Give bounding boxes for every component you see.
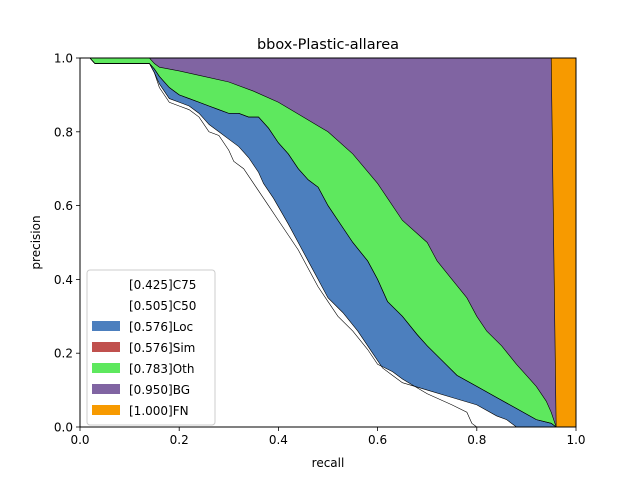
legend-label-sim: [0.576]Sim (129, 341, 195, 355)
y-tick-label: 0.4 (54, 273, 73, 287)
legend-swatch-bg (92, 384, 120, 394)
y-tick-label: 0.8 (54, 125, 73, 139)
legend-label-loc: [0.576]Loc (129, 320, 193, 334)
x-tick-label: 0.2 (170, 433, 189, 447)
legend-swatch-c75 (92, 279, 120, 289)
legend-swatch-fn (92, 405, 120, 415)
y-axis-label: precision (29, 215, 43, 269)
plot-lines (80, 57, 557, 428)
legend-swatch-loc (92, 321, 120, 331)
legend-label-c75: [0.425]C75 (129, 278, 196, 292)
x-tick-label: 1.0 (566, 433, 585, 447)
x-axis: 0.0 0.2 0.4 0.6 0.8 1.0 (70, 427, 586, 447)
y-axis: 0.0 0.2 0.4 0.6 0.8 1.0 (54, 52, 80, 435)
line-c75 (80, 57, 477, 428)
chart-title: bbox-Plastic-allarea (257, 37, 399, 53)
line-c50 (80, 57, 517, 428)
x-tick-label: 0.4 (269, 433, 288, 447)
line-sim (80, 57, 557, 428)
legend-swatch-oth (92, 363, 120, 373)
area-loc (80, 58, 557, 427)
line-oth (80, 57, 557, 428)
y-tick-label: 0.2 (54, 347, 73, 361)
x-tick-label: 0.8 (467, 433, 486, 447)
legend-label-bg: [0.950]BG (129, 383, 190, 397)
x-tick-label: 0.6 (368, 433, 387, 447)
legend-label-fn: [1.000]FN (129, 404, 189, 418)
y-tick-label: 0.0 (54, 421, 73, 435)
x-axis-label: recall (312, 456, 345, 470)
y-tick-label: 1.0 (54, 52, 73, 66)
x-tick-label: 0.0 (70, 433, 89, 447)
legend-swatch-c50 (92, 300, 120, 310)
legend: [0.425]C75 [0.505]C50 [0.576]Loc [0.576]Sim… (86, 269, 216, 426)
legend-swatch-sim (92, 342, 120, 352)
area-bg (80, 58, 557, 427)
y-tick-label: 0.6 (54, 199, 73, 213)
legend-label-oth: [0.783]Oth (129, 362, 194, 376)
legend-label-c50: [0.505]C50 (129, 299, 196, 313)
plot-frame (79, 57, 577, 428)
area-oth (80, 58, 557, 427)
